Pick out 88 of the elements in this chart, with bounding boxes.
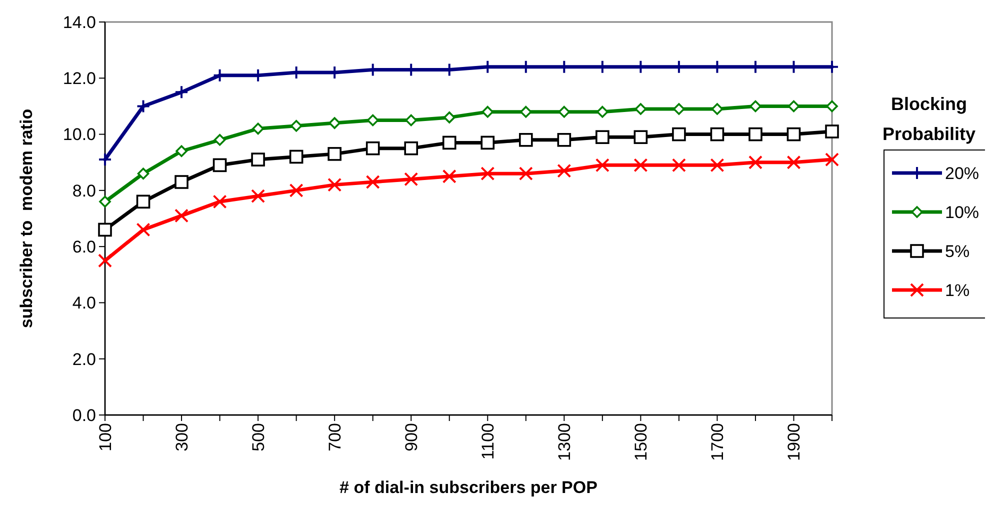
- point: [710, 158, 724, 172]
- point: [750, 100, 762, 112]
- point: [595, 158, 610, 172]
- x-tick-label: 1900: [784, 423, 804, 461]
- point: [252, 122, 264, 135]
- point: [251, 189, 266, 204]
- y-tick-label: 8.0: [72, 181, 96, 200]
- point: [176, 145, 188, 158]
- point: [366, 114, 379, 126]
- point: [825, 152, 839, 167]
- legend-title: Blocking Probability: [882, 94, 976, 144]
- point: [98, 152, 112, 167]
- point: [672, 158, 686, 172]
- x-tick-label: 1700: [708, 423, 728, 461]
- point: [596, 106, 608, 118]
- x-axis-title: # of dial-in subscribers per POP: [340, 478, 598, 497]
- point: [480, 166, 495, 181]
- point: [214, 134, 226, 146]
- point: [786, 155, 801, 170]
- point: [480, 136, 495, 150]
- point: [136, 99, 150, 114]
- point: [328, 117, 340, 129]
- point: [212, 158, 227, 172]
- point: [482, 106, 494, 118]
- point: [786, 127, 801, 142]
- point: [520, 106, 532, 118]
- point: [442, 169, 456, 184]
- point: [405, 114, 418, 126]
- point: [557, 164, 572, 178]
- point: [826, 100, 838, 112]
- point: [404, 172, 418, 186]
- x-tick-label: 1100: [478, 423, 498, 460]
- point: [99, 196, 111, 208]
- x-tick-label: 700: [326, 423, 345, 452]
- point: [825, 124, 839, 138]
- point: [328, 178, 342, 192]
- point: [289, 183, 304, 198]
- point: [634, 130, 648, 144]
- legend-label: 1%: [945, 280, 970, 300]
- point: [98, 222, 112, 237]
- x-tick-label: 900: [402, 423, 422, 452]
- point: [212, 194, 227, 209]
- point: [328, 147, 342, 161]
- y-tick-label: 10.0: [62, 125, 96, 144]
- point: [672, 127, 686, 142]
- point: [710, 127, 724, 142]
- point: [98, 254, 112, 268]
- point: [748, 155, 762, 170]
- point: [174, 208, 189, 223]
- y-tick-label: 0.0: [72, 406, 96, 425]
- point: [289, 150, 304, 164]
- y-tick-label: 6.0: [72, 238, 96, 257]
- point: [366, 141, 380, 156]
- point: [711, 103, 724, 115]
- point: [788, 100, 800, 112]
- y-axis-title: subscriber to modem ratio: [17, 108, 36, 328]
- x-tick-label: 300: [172, 423, 192, 452]
- point: [174, 175, 188, 189]
- legend-label: 20%: [945, 164, 980, 183]
- point: [557, 133, 572, 147]
- y-tick-label: 14.0: [62, 12, 96, 32]
- point: [174, 85, 189, 100]
- point: [634, 103, 647, 115]
- point: [290, 120, 302, 132]
- point: [366, 175, 380, 190]
- y-tick-label: 4.0: [72, 294, 96, 313]
- x-tick-label: 100: [96, 423, 115, 452]
- point: [634, 158, 648, 172]
- y-tick-label: 2.0: [72, 350, 96, 369]
- x-tick-label: 1300: [555, 423, 574, 461]
- point: [518, 133, 533, 147]
- point: [251, 152, 265, 166]
- x-tick-label: 500: [249, 423, 268, 452]
- point: [748, 127, 762, 142]
- point: [596, 130, 610, 144]
- point: [673, 103, 685, 115]
- point: [518, 166, 533, 181]
- point: [136, 222, 150, 237]
- legend-label: 10%: [945, 202, 980, 222]
- legend-label: 5%: [945, 242, 970, 261]
- point: [137, 168, 150, 180]
- x-tick-label: 1500: [632, 423, 651, 461]
- point: [558, 106, 570, 118]
- point: [404, 141, 418, 156]
- y-tick-label: 12.0: [62, 69, 96, 88]
- point: [136, 194, 150, 209]
- point: [442, 136, 456, 150]
- point: [443, 112, 456, 124]
